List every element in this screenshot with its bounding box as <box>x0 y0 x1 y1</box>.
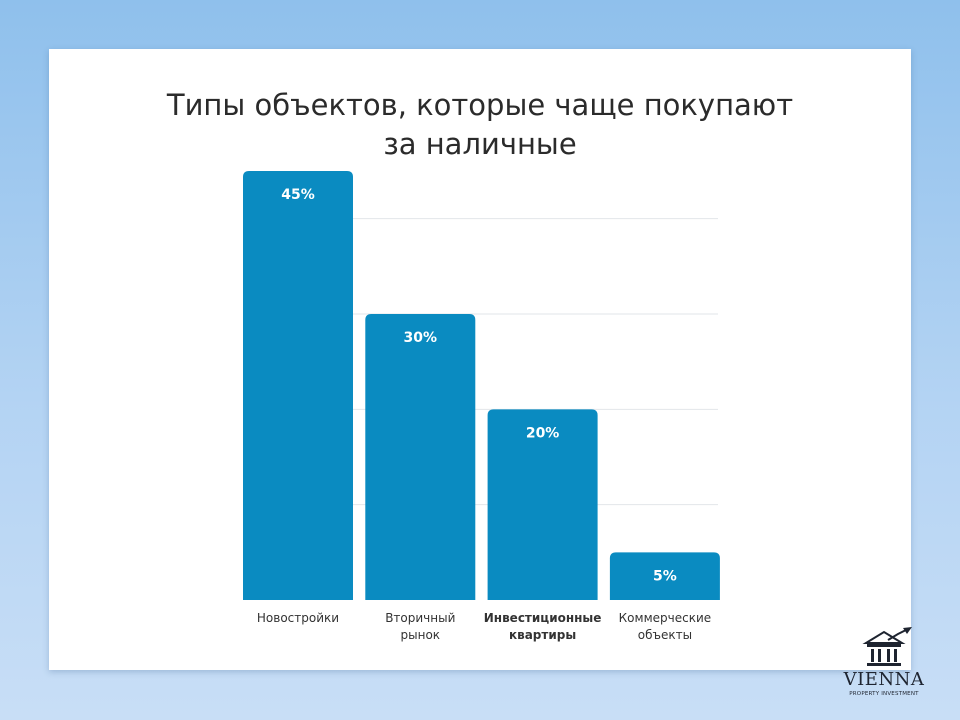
category-label-1-line-0: Вторичный <box>385 611 455 625</box>
chart-card <box>49 49 911 670</box>
bars <box>243 171 720 600</box>
logo-subtitle: PROPERTY INVESTMENT <box>849 691 919 697</box>
chart-title-line-2: за наличные <box>383 127 577 161</box>
category-label-2-line-1: квартиры <box>509 628 576 642</box>
bar-2 <box>487 409 598 600</box>
category-label-3-line-0: Коммерческие <box>619 611 711 625</box>
category-labels: Новостройки Вторичный рынок Инвестиционные к… <box>257 611 711 642</box>
bar-0 <box>243 171 353 600</box>
value-label-0: 45% <box>281 187 315 203</box>
bar-3 <box>609 552 720 600</box>
category-label-2-line-0: Инвестиционные <box>484 611 602 625</box>
logo-name: VIENNA <box>843 669 925 690</box>
chart-title: Типы объектов, которые чаще покупают за … <box>0 86 960 164</box>
category-label-1-line-1: рынок <box>401 628 441 642</box>
bar-1 <box>365 314 476 600</box>
category-label-3-line-1: объекты <box>638 628 692 642</box>
category-label-0-line-0: Новостройки <box>257 611 339 625</box>
value-label-3: 5% <box>653 568 677 584</box>
bank-building-growth-arrow-icon <box>862 627 912 666</box>
chart-title-line-1: Типы объектов, которые чаще покупают <box>166 88 794 122</box>
value-labels: 45% 30% 20% 5% <box>281 187 677 584</box>
value-label-1: 30% <box>404 330 438 346</box>
value-label-2: 20% <box>526 425 560 441</box>
vienna-logo: VIENNA PROPERTY INVESTMENT <box>836 626 932 702</box>
